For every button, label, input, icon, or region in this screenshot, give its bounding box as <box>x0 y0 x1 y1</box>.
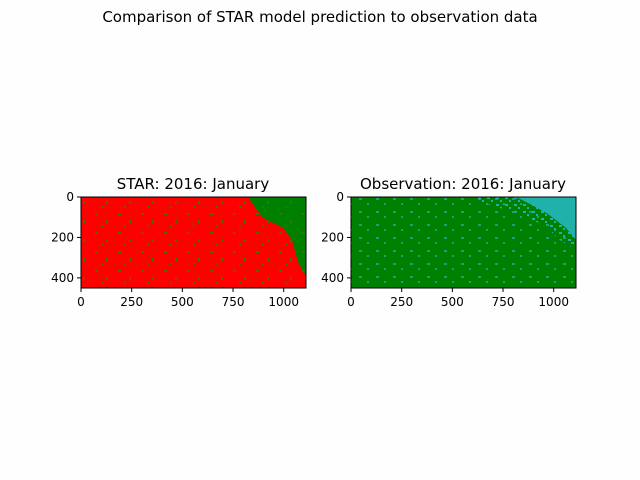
obs-ticks: 0 250 500 750 1000 0 200 400 <box>321 190 569 309</box>
obs-y-tick-label: 0 <box>336 190 344 204</box>
obs-x-tick-label: 750 <box>492 295 515 309</box>
star-x-tick-label: 250 <box>120 295 143 309</box>
star-panel-title: STAR: 2016: January <box>117 175 270 193</box>
star-x-tick-label: 1000 <box>268 295 299 309</box>
star-y-tick-label: 0 <box>66 190 74 204</box>
star-y-tick-label: 400 <box>51 271 74 285</box>
obs-heatmap <box>351 197 576 288</box>
star-x-tick-label: 0 <box>77 295 85 309</box>
obs-y-tick-label: 400 <box>321 271 344 285</box>
obs-x-tick-label: 250 <box>390 295 413 309</box>
star-x-tick-label: 500 <box>171 295 194 309</box>
obs-y-tick-label: 200 <box>321 230 344 244</box>
star-x-tick-label: 750 <box>222 295 245 309</box>
star-heatmap <box>81 197 306 288</box>
star-y-tick-label: 200 <box>51 230 74 244</box>
figure-suptitle: Comparison of STAR model prediction to o… <box>102 8 538 26</box>
obs-teal-region <box>516 197 576 240</box>
star-axes-frame <box>80 196 307 289</box>
obs-x-tick-label: 0 <box>347 295 355 309</box>
obs-x-tick-label: 500 <box>441 295 464 309</box>
star-panel: STAR: 2016: January 0 250 500 750 1000 0 200 40… <box>51 175 307 309</box>
obs-x-tick-label: 1000 <box>538 295 569 309</box>
obs-axes-frame <box>350 196 577 289</box>
obs-panel: Observation: 2016: January 0 250 500 750 100… <box>321 175 577 309</box>
star-speckles <box>81 197 306 288</box>
star-ticks: 0 250 500 750 1000 0 200 400 <box>51 190 299 309</box>
obs-panel-title: Observation: 2016: January <box>360 175 566 193</box>
